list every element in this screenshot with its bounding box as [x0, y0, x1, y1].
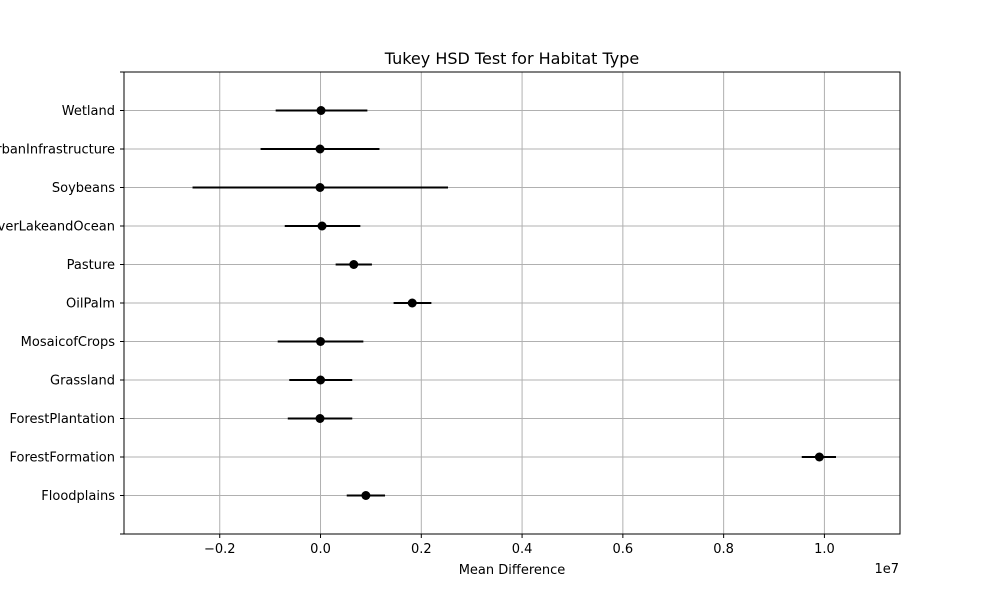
- mean-marker: [315, 414, 325, 423]
- mean-marker: [316, 375, 326, 385]
- x-tick-label: 0.0: [310, 542, 331, 557]
- mean-marker: [814, 452, 824, 462]
- mean-marker: [316, 337, 326, 346]
- category-label: UrbanInfrastructure: [0, 143, 115, 158]
- category-label: Pasture: [67, 258, 115, 273]
- category-label: ForestPlantation: [9, 412, 115, 427]
- x-tick-label: 0.4: [512, 542, 533, 557]
- category-label: Floodplains: [41, 489, 115, 504]
- mean-marker: [315, 144, 325, 154]
- category-label: Wetland: [62, 104, 115, 119]
- mean-marker: [349, 260, 359, 269]
- category-label: MosaicofCrops: [21, 335, 116, 350]
- x-offset-label: 1e7: [874, 562, 899, 577]
- category-label: Soybeans: [52, 181, 115, 196]
- mean-marker: [316, 106, 326, 115]
- tick-layer: −0.2 0.0 0.2 0.4 0.6 0.8 1.0 Floodplains ForestF…: [0, 71, 835, 557]
- grid-layer: [124, 72, 900, 534]
- chart-title: Tukey HSD Test for Habitat Type: [384, 49, 639, 68]
- x-tick-label: −0.2: [204, 542, 236, 557]
- x-tick-label: 0.8: [713, 542, 734, 557]
- mark-layer: [192, 106, 837, 500]
- x-axis-label: Mean Difference: [459, 563, 566, 578]
- x-tick-label: 0.2: [411, 542, 432, 557]
- x-tick-label: 1.0: [814, 542, 835, 557]
- category-label: Grassland: [50, 374, 115, 389]
- mean-marker: [317, 221, 327, 231]
- category-label: ForestFormation: [9, 451, 115, 466]
- plot-frame: [123, 71, 901, 535]
- x-tick-label: 0.6: [613, 542, 634, 557]
- mean-marker: [407, 298, 417, 308]
- category-label: OilPalm: [66, 297, 115, 312]
- category-label: RiverLakeandOcean: [0, 220, 115, 235]
- mean-marker: [361, 491, 371, 500]
- mean-marker: [315, 183, 325, 192]
